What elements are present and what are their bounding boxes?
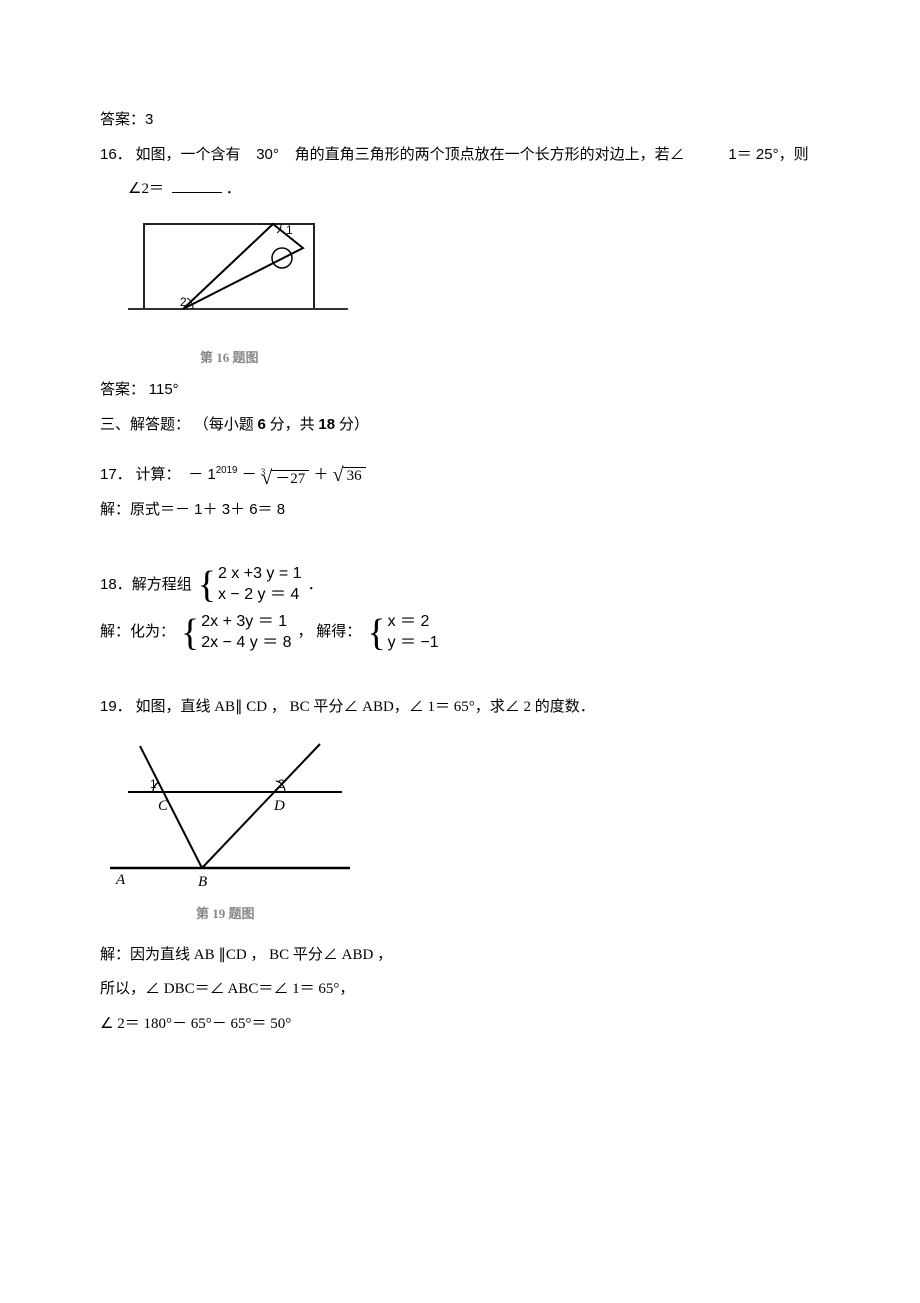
q17-label: 计算： (135, 467, 180, 483)
q16-num: 16． (100, 146, 132, 163)
q16-svg: 12 (128, 214, 348, 344)
q16-answer: 答案： 115° (100, 376, 820, 405)
q19-line: 19． 如图，直线 AB∥ CD ， BC 平分∠ ABD，∠ 1＝ 65°，求… (100, 693, 820, 722)
section3-note: （每小题 6 分，共 18 分） (194, 417, 369, 433)
q18-system: { 2 x +3 y = 1 x − 2 y ＝ 4 (198, 564, 302, 606)
q19-svg: 1 2 C D A B (110, 740, 350, 900)
square-root: √ 36 (333, 466, 366, 484)
q18-solution: 解：化为： { 2x + 3y ＝ 1 2x − 4 y ＝ 8 ， 解得： {… (100, 612, 820, 654)
section3-heading: 三、解答题： （每小题 6 分，共 18 分） (100, 411, 820, 440)
svg-text:1: 1 (286, 223, 293, 237)
q18-label: 解方程组 (132, 571, 192, 600)
q18-system2: { 2x + 3y ＝ 1 2x − 4 y ＝ 8 (181, 612, 292, 654)
q18-num: 18． (100, 571, 132, 600)
q16-line1: 16． 如图，一个含有 30° 角的直角三角形的两个顶点放在一个长方形的对边上，… (100, 141, 820, 170)
q19-sol1: 解：因为直线 AB ∥CD ， BC 平分∠ ABD ， (100, 941, 820, 970)
q19-text: 如图，直线 AB∥ CD ， BC 平分∠ ABD，∠ 1＝ 65°，求∠ 2 … (135, 699, 594, 715)
q19-sol3: ∠ 2＝ 180°－ 65°－ 65°＝ 50° (100, 1010, 820, 1039)
q16-text-b: 角的直角三角形的两个顶点放在一个长方形的对边上，若∠ (295, 147, 685, 163)
svg-text:B: B (198, 874, 207, 890)
q16-figure: 12 第 16 题图 (100, 214, 820, 371)
q17-expr: － 12019 － 3 √ －27 ＋ √ 36 (188, 466, 365, 483)
q16-text-a: 如图，一个含有 (135, 147, 240, 163)
svg-text:2: 2 (278, 777, 285, 791)
q17-sol-label: 解：原式＝ (100, 502, 175, 518)
q16-angle: 30° (256, 146, 279, 163)
brace-icon: { (181, 614, 199, 652)
q16-answer-value: 115° (149, 381, 179, 398)
q19-caption: 第 19 题图 (110, 902, 820, 927)
q18-mid: ， 解得： (298, 618, 362, 647)
q18-sol-label: 解：化为： (100, 618, 175, 647)
q18-system3: { x ＝ 2 y ＝ −1 (367, 612, 438, 654)
q16-l2-prefix: ∠2＝ (128, 181, 164, 197)
q17-solution: 解：原式＝－ 1＋ 3＋ 6＝ 8 (100, 496, 820, 525)
q16-caption: 第 16 题图 (128, 346, 820, 371)
q16-line2: ∠2＝ ． (100, 175, 820, 204)
svg-text:2: 2 (180, 295, 187, 309)
q19-sol2: 所以，∠ DBC＝∠ ABC＝∠ 1＝ 65°， (100, 975, 820, 1004)
q17-sol-expr: － 1＋ 3＋ 6＝ 8 (175, 501, 285, 518)
q16-blank (172, 176, 222, 194)
svg-text:A: A (115, 872, 126, 888)
answer-value: 3 (145, 111, 153, 128)
svg-text:1: 1 (150, 777, 157, 791)
q19-figure: 1 2 C D A B 第 19 题图 (110, 740, 820, 927)
brace-icon: { (367, 614, 385, 652)
q18-period: ． (308, 571, 323, 600)
q17-num: 17． (100, 466, 132, 483)
q16-text-c: 1＝ 25°，则 (728, 146, 808, 163)
answer-label: 答案： (100, 112, 145, 128)
cube-root: 3 √ －27 (261, 464, 310, 487)
svg-text:D: D (273, 798, 285, 814)
brace-icon: { (198, 566, 216, 604)
q18-line: 18． 解方程组 { 2 x +3 y = 1 x − 2 y ＝ 4 ． (100, 564, 820, 606)
q19-num: 19． (100, 698, 132, 715)
q16-answer-label: 答案： (100, 382, 145, 398)
q17-line: 17． 计算： － 12019 － 3 √ －27 ＋ √ 36 (100, 461, 820, 490)
svg-text:C: C (158, 798, 169, 814)
answer-15: 答案：3 (100, 106, 820, 135)
section3-title: 三、解答题： (100, 417, 190, 433)
